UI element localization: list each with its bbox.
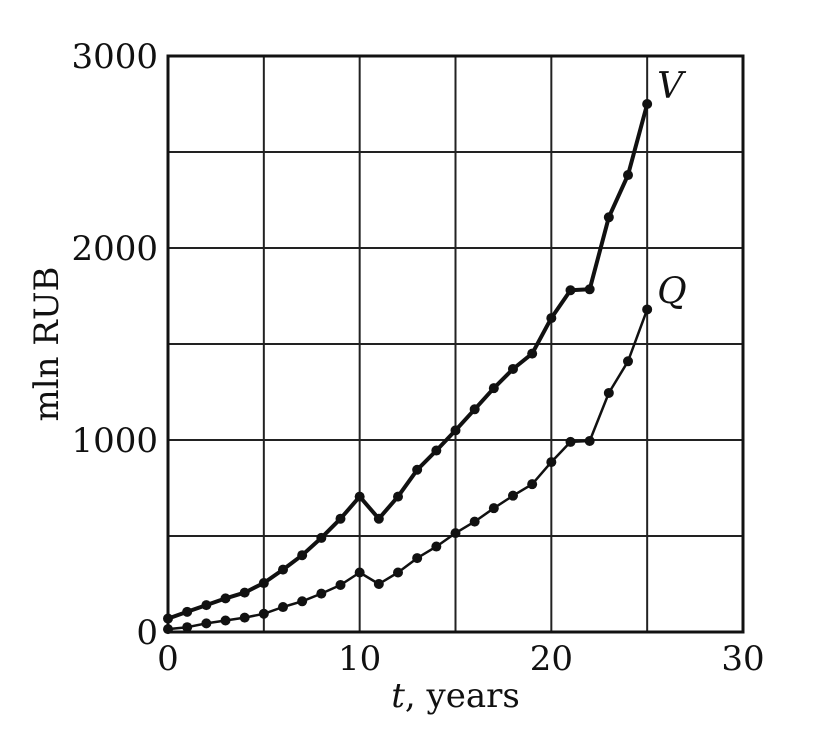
series-V: V <box>163 66 687 624</box>
data-point-Q <box>603 387 614 398</box>
data-point-V <box>393 491 403 502</box>
data-point-Q <box>508 490 518 501</box>
data-point-Q <box>431 541 442 552</box>
x-tick-label: 0 <box>157 639 179 679</box>
data-point-V <box>316 532 327 543</box>
y-axis-label: mln RUB <box>27 266 67 421</box>
data-point-V <box>297 550 308 561</box>
data-point-Q <box>527 479 538 490</box>
y-tick-label: 1000 <box>71 421 158 461</box>
grid <box>168 56 743 632</box>
data-point-V <box>201 600 212 611</box>
data-point-Q <box>316 588 327 599</box>
data-point-Q <box>182 622 193 633</box>
x-tick-label: 20 <box>530 639 573 679</box>
data-point-Q <box>278 602 288 613</box>
data-point-Q <box>163 624 173 635</box>
data-point-Q <box>220 615 231 626</box>
series-label-Q: Q <box>657 271 687 312</box>
data-point-V <box>412 464 423 475</box>
data-point-V <box>603 212 614 223</box>
data-point-V <box>527 348 538 359</box>
data-point-V <box>565 285 576 296</box>
x-tick-label: 10 <box>338 639 381 679</box>
data-point-V <box>546 313 557 324</box>
data-point-V <box>469 404 480 415</box>
data-point-V <box>182 606 193 617</box>
data-point-Q <box>201 618 212 629</box>
data-point-Q <box>488 503 499 514</box>
data-point-Q <box>354 567 365 578</box>
data-point-Q <box>373 579 384 589</box>
data-point-V <box>163 613 173 624</box>
data-point-V <box>335 513 346 524</box>
data-point-Q <box>393 567 403 578</box>
data-point-Q <box>584 435 595 446</box>
data-point-Q <box>450 528 461 539</box>
tick-labels: 0 10 20 30 0 1000 2000 3000 <box>71 37 764 679</box>
data-point-Q <box>546 457 557 468</box>
data-point-Q <box>412 553 423 564</box>
series-Q: Q <box>163 271 687 635</box>
data-point-V <box>623 170 633 181</box>
plot-frame <box>166 54 745 634</box>
x-tick-label: 30 <box>721 639 764 679</box>
data-point-V <box>431 445 442 456</box>
data-point-V <box>239 587 250 598</box>
series-label-V: V <box>657 66 687 107</box>
data-point-Q <box>642 304 653 315</box>
data-point-Q <box>335 579 346 590</box>
data-point-V <box>278 564 288 575</box>
data-point-Q <box>565 436 576 447</box>
data-point-Q <box>258 608 269 619</box>
x-axis-unit: , years <box>405 676 520 716</box>
data-point-V <box>642 99 653 109</box>
series-line-Q <box>167 308 649 631</box>
data-point-V <box>220 593 231 604</box>
data-point-V <box>508 363 518 374</box>
data-point-V <box>354 491 365 502</box>
data-point-V <box>258 578 269 589</box>
y-tick-label: 3000 <box>71 37 158 77</box>
data-point-Q <box>469 516 480 527</box>
data-point-V <box>584 284 595 295</box>
y-tick-label: 0 <box>136 613 158 653</box>
x-axis-label: t, years <box>391 676 520 716</box>
data-point-V <box>450 425 461 436</box>
series-line-V <box>167 103 650 621</box>
data-point-Q <box>239 612 250 623</box>
data-point-Q <box>297 596 308 607</box>
data-point-Q <box>623 356 633 367</box>
y-tick-label: 2000 <box>71 229 158 269</box>
series-layer: VQ <box>163 66 687 635</box>
x-axis-variable: t <box>391 676 405 716</box>
data-point-V <box>373 513 384 524</box>
data-point-V <box>488 383 499 394</box>
